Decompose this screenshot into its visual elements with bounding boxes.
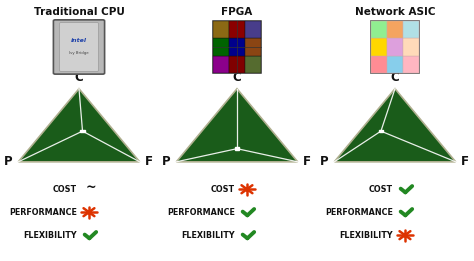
Bar bbox=[387, 38, 403, 56]
Text: FLEXIBILITY: FLEXIBILITY bbox=[181, 231, 235, 240]
Bar bbox=[213, 56, 229, 73]
Bar bbox=[387, 21, 403, 38]
Bar bbox=[213, 21, 229, 38]
Text: FLEXIBILITY: FLEXIBILITY bbox=[339, 231, 392, 240]
Text: PERFORMANCE: PERFORMANCE bbox=[325, 208, 392, 217]
Text: P: P bbox=[162, 155, 171, 168]
Bar bbox=[229, 38, 245, 56]
Bar bbox=[379, 130, 383, 132]
Polygon shape bbox=[18, 89, 140, 162]
Text: intel: intel bbox=[71, 38, 87, 43]
Bar bbox=[403, 56, 419, 73]
Text: Ivy Bridge: Ivy Bridge bbox=[69, 51, 89, 55]
Bar bbox=[80, 130, 85, 132]
Bar bbox=[235, 147, 239, 150]
Text: F: F bbox=[146, 155, 154, 168]
Polygon shape bbox=[334, 89, 456, 162]
Text: C: C bbox=[233, 71, 241, 84]
Text: COST: COST bbox=[53, 185, 77, 194]
Text: Network ASIC: Network ASIC bbox=[355, 7, 435, 16]
Bar bbox=[371, 21, 419, 73]
Bar bbox=[213, 38, 229, 56]
Text: COST: COST bbox=[368, 185, 392, 194]
FancyBboxPatch shape bbox=[60, 23, 99, 71]
Bar bbox=[371, 21, 387, 38]
Bar bbox=[371, 38, 387, 56]
Bar bbox=[245, 21, 261, 38]
Text: COST: COST bbox=[210, 185, 235, 194]
Text: F: F bbox=[303, 155, 311, 168]
Text: P: P bbox=[4, 155, 13, 168]
Bar bbox=[213, 21, 261, 73]
Bar bbox=[403, 38, 419, 56]
Bar bbox=[245, 56, 261, 73]
Text: ~: ~ bbox=[85, 181, 96, 194]
Bar bbox=[403, 21, 419, 38]
Bar bbox=[387, 56, 403, 73]
Text: FPGA: FPGA bbox=[221, 7, 253, 16]
Polygon shape bbox=[176, 89, 298, 162]
Bar bbox=[229, 56, 245, 73]
Text: C: C bbox=[74, 71, 83, 84]
Bar bbox=[229, 21, 245, 38]
Text: C: C bbox=[391, 71, 400, 84]
Text: PERFORMANCE: PERFORMANCE bbox=[167, 208, 235, 217]
FancyBboxPatch shape bbox=[54, 20, 105, 74]
Text: PERFORMANCE: PERFORMANCE bbox=[9, 208, 77, 217]
Text: F: F bbox=[461, 155, 469, 168]
Text: FLEXIBILITY: FLEXIBILITY bbox=[23, 231, 77, 240]
Text: Traditional CPU: Traditional CPU bbox=[34, 7, 125, 16]
Text: P: P bbox=[320, 155, 328, 168]
Bar bbox=[371, 56, 387, 73]
Bar bbox=[245, 38, 261, 56]
